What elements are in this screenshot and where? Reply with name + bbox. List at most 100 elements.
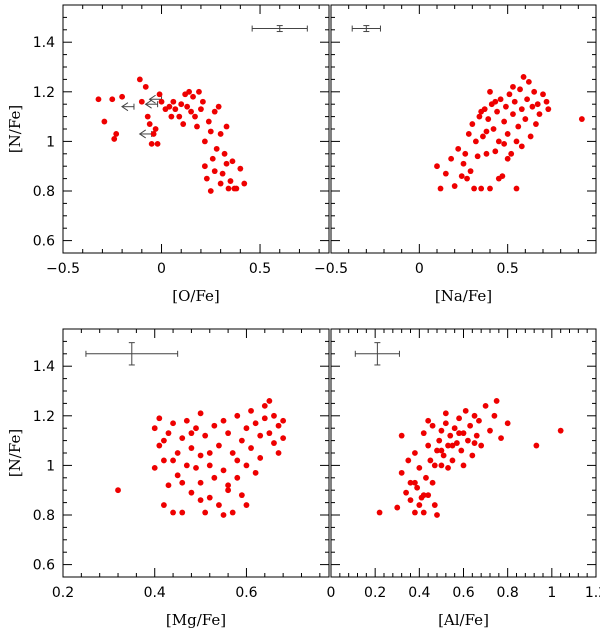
x-tick-label: −0.5	[314, 261, 348, 277]
data-point	[243, 425, 250, 432]
data-point	[206, 462, 213, 469]
x-tick-label: 0.2	[52, 585, 74, 601]
data-point	[205, 118, 212, 125]
data-point	[113, 131, 120, 137]
data-point	[165, 482, 172, 489]
data-point	[518, 106, 525, 113]
data-point	[257, 455, 264, 461]
data-point	[504, 131, 511, 137]
data-point	[225, 482, 232, 489]
data-point	[180, 121, 187, 127]
y-tick-label: 1	[46, 458, 55, 474]
data-point	[174, 450, 181, 456]
data-point	[234, 457, 241, 464]
data-point	[280, 417, 287, 424]
data-point	[233, 185, 240, 192]
data-point	[464, 175, 470, 182]
data-point	[238, 437, 245, 444]
x-tick-label: 0.8	[497, 585, 519, 601]
data-point	[156, 442, 163, 449]
x-tick-label: 0.5	[249, 261, 271, 277]
data-point	[469, 121, 476, 127]
data-point	[220, 467, 227, 474]
data-point	[423, 474, 429, 481]
data-point	[495, 138, 502, 145]
data-point	[217, 131, 224, 137]
data-point	[168, 113, 175, 120]
data-point	[545, 106, 552, 113]
panel-o: −0.5 0 0.5 0.6 0.8 1 1.2 1.4 [O/Fe] [N/Fe]	[6, 4, 330, 305]
data-point	[451, 183, 458, 189]
data-point	[504, 420, 511, 427]
upper-limit-arrow	[121, 102, 135, 112]
data-point	[543, 98, 550, 105]
data-point	[160, 457, 167, 464]
data-point	[492, 98, 499, 105]
y-axis-label: [N/Fe]	[6, 105, 24, 153]
data-point	[473, 432, 480, 439]
error-bar	[251, 25, 308, 33]
data-point	[225, 487, 232, 494]
data-point	[219, 170, 226, 177]
data-point	[412, 479, 418, 486]
panel-al: 0 0.2 0.4 0.6 0.8 1 1.2 [Al/Fe]	[327, 328, 600, 629]
data-point	[440, 452, 447, 459]
plot-frame	[62, 328, 330, 578]
data-point	[465, 437, 471, 444]
data-point	[144, 113, 151, 120]
data-point	[394, 504, 401, 511]
data-point	[248, 407, 254, 414]
data-point	[474, 153, 481, 160]
data-point	[150, 131, 157, 137]
data-point	[229, 158, 236, 165]
data-point	[207, 188, 214, 194]
data-point	[174, 472, 181, 479]
data-point	[442, 410, 449, 417]
data-point	[188, 430, 195, 437]
data-point	[170, 509, 176, 516]
data-point	[487, 427, 493, 434]
data-point	[275, 450, 282, 456]
upper-limit-arrow	[138, 129, 153, 139]
data-point	[420, 430, 427, 437]
data-point	[458, 173, 465, 180]
data-point	[442, 420, 449, 427]
x-axis-label: [Na/Fe]	[435, 287, 492, 305]
data-point	[478, 442, 485, 449]
data-point	[154, 140, 161, 147]
data-point	[199, 98, 206, 105]
data-point	[197, 452, 204, 459]
arrow-head	[138, 129, 146, 139]
data-point	[460, 430, 467, 437]
data-point	[425, 417, 432, 424]
x-tick-label: 1.2	[585, 585, 600, 601]
x-tick-label: 0.5	[497, 261, 519, 277]
x-tick-label: 0.4	[408, 585, 430, 601]
data-point	[280, 435, 287, 442]
data-point	[211, 108, 218, 115]
y-tick-label: 0.8	[33, 508, 55, 524]
data-point	[172, 106, 179, 113]
data-point	[429, 422, 436, 429]
data-point	[229, 450, 236, 456]
data-point	[188, 489, 195, 496]
data-point	[136, 76, 143, 83]
x-tick-label: 0	[157, 261, 166, 277]
data-point	[533, 442, 540, 449]
data-point	[225, 185, 232, 192]
data-point	[414, 484, 421, 491]
data-point	[405, 457, 412, 464]
data-point	[445, 442, 451, 449]
data-point	[517, 86, 523, 93]
y-tick-label: 0.8	[33, 184, 55, 200]
data-point	[165, 430, 172, 437]
data-point	[431, 502, 438, 508]
data-point	[170, 457, 176, 464]
y-tick-label: 1.2	[33, 85, 55, 101]
data-point	[438, 447, 445, 454]
data-point	[416, 502, 423, 508]
data-point	[220, 512, 227, 518]
data-point	[506, 91, 513, 98]
data-point	[158, 98, 165, 105]
